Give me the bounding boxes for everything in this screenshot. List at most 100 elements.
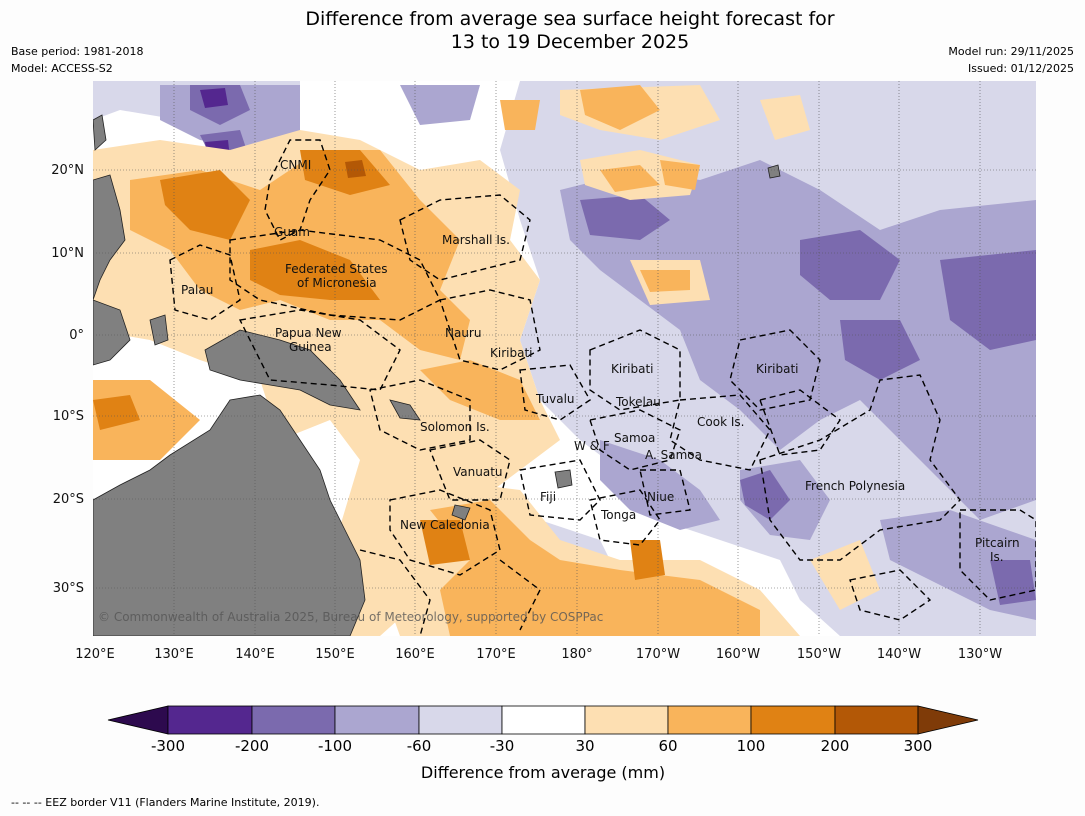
label-kiribati-2: Kiribati <box>611 362 653 376</box>
label-cook: Cook Is. <box>697 415 744 429</box>
colorbar-ticks: -300 -200 -100 -60 -30 30 60 100 200 300 <box>151 737 932 755</box>
label-french-polynesia: French Polynesia <box>805 479 905 493</box>
map-area: CNMI Guam Marshall Is. Palau Federated S… <box>93 81 1036 636</box>
colorbar-tick: 200 <box>821 737 850 755</box>
lat-label: 0° <box>69 328 84 343</box>
eez-newcal <box>389 489 501 576</box>
eez-pitcairn <box>959 509 1036 601</box>
fiji-landmass <box>554 469 573 489</box>
land-masses <box>93 114 781 636</box>
label-tuvalu: Tuvalu <box>535 392 575 406</box>
eez-solomon <box>369 379 471 451</box>
eez-niue <box>639 469 691 516</box>
lat-label: 10°S <box>53 409 84 424</box>
colorbar-tick: 60 <box>658 737 677 755</box>
colorbar-swatch <box>584 705 669 735</box>
issued-date: Issued: 01/12/2025 <box>967 62 1074 75</box>
eez-south-pacific <box>499 559 541 631</box>
label-new-caledonia: New Caledonia <box>400 518 490 532</box>
lon-label: 160°E <box>395 647 435 662</box>
label-niue: Niue <box>647 490 674 504</box>
lon-label: 150°W <box>797 647 841 662</box>
colorbar-swatch <box>667 705 752 735</box>
meta-right: Model run: 29/11/2025 Issued: 01/12/2025 <box>948 43 1074 77</box>
label-fsm-2: of Micronesia <box>297 276 377 290</box>
colorbar-swatch <box>750 705 836 735</box>
label-tonga: Tonga <box>600 508 636 522</box>
colorbar: -300 -200 -100 -60 -30 30 60 100 200 300… <box>107 705 979 782</box>
colorbar-swatch <box>834 705 919 735</box>
label-guam: Guam <box>274 225 310 239</box>
hawaii-landmass <box>767 164 781 179</box>
label-png-1: Papua New <box>275 326 342 340</box>
label-marshall: Marshall Is. <box>442 233 510 247</box>
longitude-labels: 120°E 130°E 140°E 150°E 160°E 170°E 180°… <box>75 647 1002 662</box>
colorbar-title: Difference from average (mm) <box>421 763 665 782</box>
colorbar-tick: -100 <box>318 737 352 755</box>
colorbar-max-arrow <box>917 705 979 735</box>
new-caledonia-landmass <box>451 504 471 521</box>
copyright-notice: © Commonwealth of Australia 2025, Bureau… <box>98 610 603 624</box>
label-samoa: Samoa <box>614 431 655 445</box>
colorbar-tick: 100 <box>737 737 766 755</box>
lon-label: 180° <box>561 647 592 662</box>
place-labels: CNMI Guam Marshall Is. Palau Federated S… <box>181 158 1020 564</box>
eez-tonga <box>589 489 661 546</box>
label-vanuatu: Vanuatu <box>453 465 503 479</box>
lon-label: 140°E <box>235 647 275 662</box>
label-tokelau: Tokelau <box>615 395 661 409</box>
colorbar-tick: -30 <box>490 737 515 755</box>
colorbar-tick: 300 <box>904 737 933 755</box>
label-png-2: Guinea <box>289 340 332 354</box>
graticule <box>93 81 1036 636</box>
lat-label: 20°S <box>53 492 84 507</box>
colorbar-swatch <box>501 705 586 735</box>
sulawesi-landmass <box>149 314 169 346</box>
borneo-landmass <box>93 299 131 366</box>
colorbar-tick: -200 <box>235 737 269 755</box>
lon-label: 120°E <box>75 647 115 662</box>
eez-cook <box>669 394 771 471</box>
taiwan-landmass <box>93 114 107 151</box>
page-title: Difference from average sea surface heig… <box>0 8 1085 54</box>
colorbar-swatch <box>167 705 253 735</box>
model-run: Model run: 29/11/2025 <box>948 45 1074 58</box>
new-guinea-landmass <box>204 329 361 411</box>
anomaly-positive-dark <box>93 150 665 580</box>
eez-tasman <box>359 549 431 636</box>
eez-marshall <box>399 194 531 281</box>
latitude-labels: 20°N 10°N 0° 10°S 20°S 30°S <box>51 163 84 596</box>
base-period: Base period: 1981-2018 <box>11 45 144 58</box>
meta-left: Base period: 1981-2018 Model: ACCESS-S2 <box>11 43 143 77</box>
label-palau: Palau <box>181 283 213 297</box>
lon-label: 150°E <box>315 647 355 662</box>
colorbar-min-arrow <box>107 705 169 735</box>
eez-cnmi <box>264 139 331 241</box>
label-cnmi: CNMI <box>280 158 311 172</box>
eez-borders <box>169 139 1036 636</box>
eez-kiribati-gilbert <box>439 289 541 371</box>
title-line-2: 13 to 19 December 2025 <box>450 31 690 53</box>
title-line-1: Difference from average sea surface heig… <box>305 8 835 30</box>
anomaly-positive-extreme <box>345 160 366 178</box>
eez-kiribati-line-2 <box>759 389 841 456</box>
lon-label: 130°W <box>958 647 1002 662</box>
colorbar-tick: -300 <box>151 737 185 755</box>
colorbar-tick: 30 <box>575 737 594 755</box>
eez-vanuatu <box>429 439 511 501</box>
lon-label: 170°W <box>636 647 680 662</box>
australia-landmass <box>93 394 366 636</box>
label-nauru: Nauru <box>445 326 481 340</box>
label-fiji: Fiji <box>540 490 556 504</box>
eez-kiribati-line <box>729 329 821 411</box>
lat-label: 30°S <box>53 581 84 596</box>
eez-fiji <box>519 459 601 521</box>
lon-label: 130°E <box>154 647 194 662</box>
label-fsm-1: Federated States <box>285 262 387 276</box>
label-pitcairn-2: Is. <box>990 550 1004 564</box>
eez-png <box>238 309 401 391</box>
lat-label: 10°N <box>51 246 84 261</box>
eez-kiribati-phoenix <box>589 329 681 411</box>
lon-label: 140°W <box>877 647 921 662</box>
